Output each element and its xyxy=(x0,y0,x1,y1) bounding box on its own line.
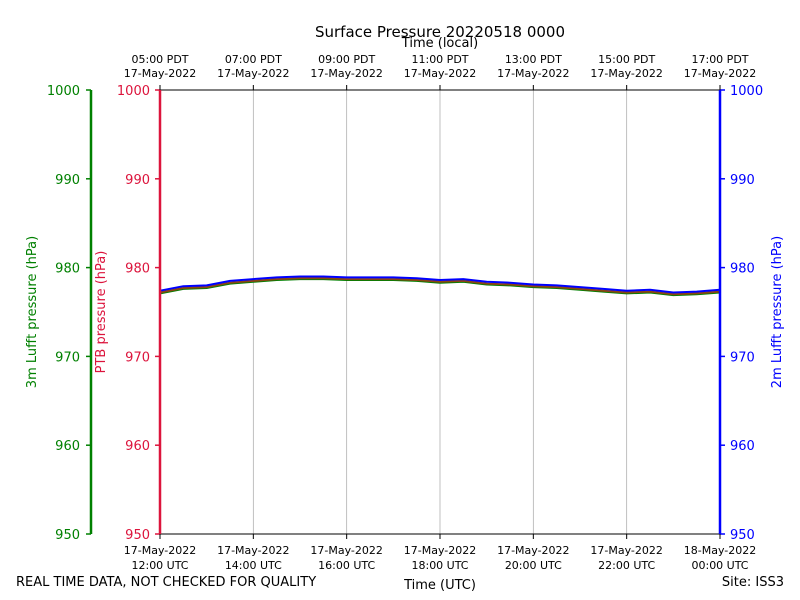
x-top-tick-label-date: 17-May-2022 xyxy=(310,67,382,80)
lufft-2m-tick-label: 1000 xyxy=(730,84,763,99)
x-tick-label-date: 17-May-2022 xyxy=(404,544,476,557)
x-top-tick-label-date: 17-May-2022 xyxy=(497,67,569,80)
lufft-2m-tick-label: 970 xyxy=(730,350,755,365)
tick-layer: 950 960 970 980 990 1000 3m Lufft pressure (hP… xyxy=(25,53,785,572)
series-layer xyxy=(159,275,721,297)
ptb-tick-label: 980 xyxy=(125,262,150,277)
quality-disclaimer: REAL TIME DATA, NOT CHECKED FOR QUALITY xyxy=(16,575,317,590)
x-tick-label-date: 18-May-2022 xyxy=(684,544,756,557)
lufft-2m-tick-label: 950 xyxy=(730,528,755,543)
lufft-2m-tick-label: 990 xyxy=(730,173,755,188)
ptb-tick-label: 990 xyxy=(125,173,150,188)
lufft-3m-tick-label: 990 xyxy=(55,173,80,188)
x-top-tick-label-time: 17:00 PDT xyxy=(691,53,748,66)
x-tick-label-date: 17-May-2022 xyxy=(497,544,569,557)
x-top-tick-label-time: 07:00 PDT xyxy=(225,53,282,66)
grid-layer xyxy=(252,90,628,534)
x-tick-label-time: 00:00 UTC xyxy=(691,559,748,572)
lufft-3m-tick-label: 970 xyxy=(55,350,80,365)
x-top-tick-label-time: 15:00 PDT xyxy=(598,53,655,66)
top-axis-title: Time (local) xyxy=(401,36,478,51)
lufft-2m-tick-label: 960 xyxy=(730,439,755,454)
series-line-3 xyxy=(159,275,721,294)
lufft-3m-tick-label: 1000 xyxy=(47,84,80,99)
series-line-2 xyxy=(159,277,721,296)
x-tick-label-time: 14:00 UTC xyxy=(225,559,282,572)
x-top-tick-label-date: 17-May-2022 xyxy=(217,67,289,80)
x-tick-label-date: 17-May-2022 xyxy=(310,544,382,557)
ptb-tick-label: 950 xyxy=(125,528,150,543)
ptb-tick-label: 960 xyxy=(125,439,150,454)
lufft-3m-tick-label: 950 xyxy=(55,528,80,543)
x-tick-label-date: 17-May-2022 xyxy=(590,544,662,557)
ptb-tick-label: 970 xyxy=(125,350,150,365)
chart-title: Surface Pressure 20220518 0000 xyxy=(315,23,565,41)
x-tick-label-date: 17-May-2022 xyxy=(217,544,289,557)
x-top-tick-label-date: 17-May-2022 xyxy=(124,67,196,80)
x-tick-label-time: 20:00 UTC xyxy=(505,559,562,572)
x-tick-label-time: 22:00 UTC xyxy=(598,559,655,572)
lufft-2m-tick-label: 980 xyxy=(730,262,755,277)
x-top-tick-label-date: 17-May-2022 xyxy=(404,67,476,80)
plot-frame xyxy=(89,89,722,535)
x-top-tick-label-date: 17-May-2022 xyxy=(590,67,662,80)
x-tick-label-time: 12:00 UTC xyxy=(131,559,188,572)
x-top-tick-label-time: 13:00 PDT xyxy=(505,53,562,66)
site-label: Site: ISS3 xyxy=(721,575,784,590)
lufft-3m-axis-title: 3m Lufft pressure (hPa) xyxy=(25,236,40,388)
x-top-tick-label-time: 09:00 PDT xyxy=(318,53,375,66)
x-top-tick-label-time: 11:00 PDT xyxy=(411,53,468,66)
lufft-3m-tick-label: 980 xyxy=(55,262,80,277)
x-tick-label-time: 16:00 UTC xyxy=(318,559,375,572)
lufft-3m-tick-label: 960 xyxy=(55,439,80,454)
x-tick-label-time: 18:00 UTC xyxy=(411,559,468,572)
lufft-2m-axis-title: 2m Lufft pressure (hPa) xyxy=(770,236,785,388)
ptb-axis-title: PTB pressure (hPa) xyxy=(94,251,109,374)
x-axis-title: Time (UTC) xyxy=(403,578,476,593)
x-tick-label-date: 17-May-2022 xyxy=(124,544,196,557)
x-top-tick-label-date: 17-May-2022 xyxy=(684,67,756,80)
x-top-tick-label-time: 05:00 PDT xyxy=(131,53,188,66)
ptb-tick-label: 1000 xyxy=(117,84,150,99)
